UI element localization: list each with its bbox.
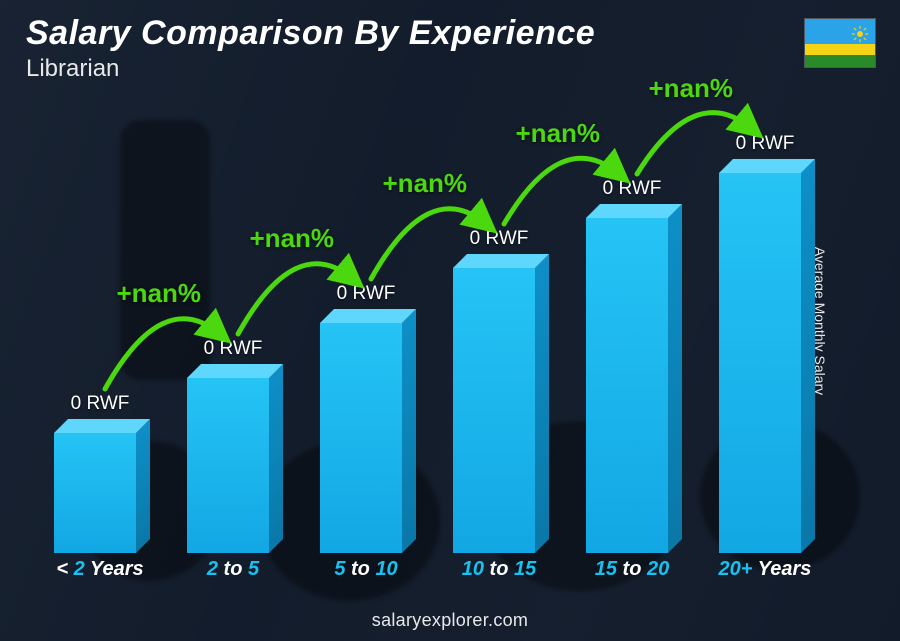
chart-stage: Salary Comparison By Experience Libraria… — [0, 0, 900, 641]
bar-chart: 0 RWF< 2 Years0 RWF2 to 50 RWF5 to 100 R… — [40, 100, 850, 581]
rwanda-flag-icon — [804, 18, 876, 68]
chart-title: Salary Comparison By Experience — [26, 14, 595, 53]
increase-arc-icon — [40, 100, 850, 581]
increase-pct-label: +nan% — [649, 73, 734, 104]
sun-icon — [851, 25, 869, 43]
chart-subtitle: Librarian — [26, 55, 595, 83]
title-block: Salary Comparison By Experience Libraria… — [26, 14, 595, 83]
attribution-text: salaryexplorer.com — [372, 610, 528, 631]
